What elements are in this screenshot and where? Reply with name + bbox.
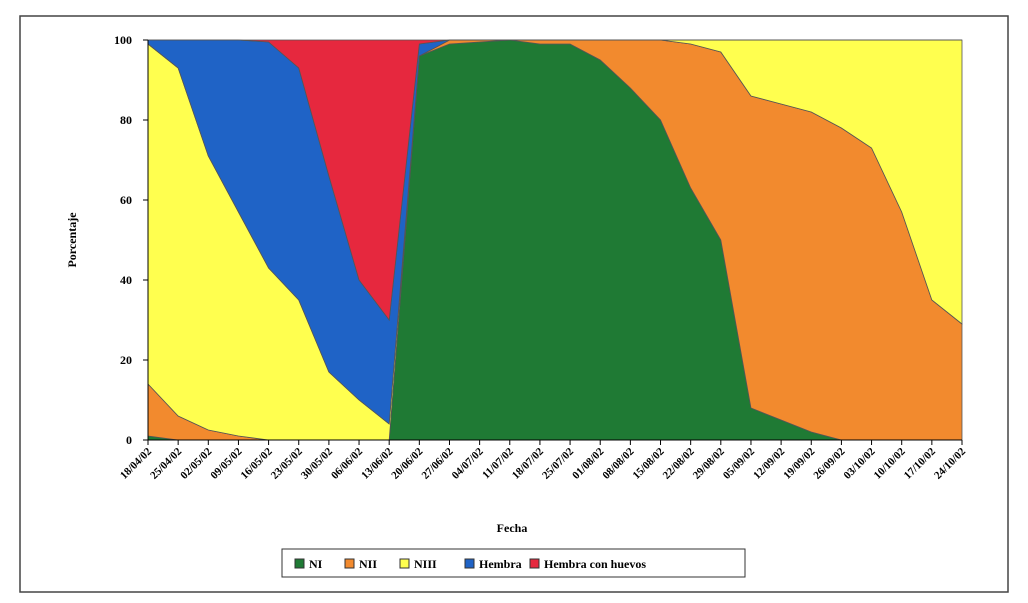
x-tick-label: 23/05/02 [269,445,305,481]
x-tick-label: 20/06/02 [389,445,425,481]
legend-swatch [529,558,540,569]
chart-border [19,15,1009,593]
x-tick-label: 05/09/02 [721,445,757,481]
y-tick-label: 80 [120,113,132,127]
x-tick-label: 06/06/02 [329,445,365,481]
x-tick-label: 11/07/02 [480,445,516,481]
area [148,39,962,322]
x-tick-label: 24/10/02 [932,445,968,481]
x-tick-label: 17/10/02 [902,445,938,481]
x-tick-label: 01/08/02 [570,445,606,481]
y-tick-label: 0 [126,433,132,447]
x-tick-label: 18/04/02 [118,445,154,481]
x-tick-label: 25/07/02 [540,445,576,481]
x-tick-label: 10/10/02 [872,445,908,481]
legend-label: Hembra con huevos [544,557,646,571]
legend [281,548,746,578]
legend-label: NII [359,557,377,571]
y-tick-label: 60 [120,193,132,207]
x-tick-label: 04/07/02 [450,445,486,481]
x-tick-label: 03/10/02 [842,445,878,481]
x-tick-label: 22/08/02 [661,445,697,481]
x-tick-label: 13/06/02 [359,445,395,481]
legend-label: NIII [414,557,437,571]
x-tick-label: 26/09/02 [811,445,847,481]
x-tick-label: 12/09/02 [751,445,787,481]
x-tick-label: 19/09/02 [781,445,817,481]
y-tick-label: 100 [114,33,132,47]
x-tick-label: 18/07/02 [510,445,546,481]
legend-swatch [464,558,475,569]
y-tick-label: 20 [120,353,132,367]
x-tick-label: 25/04/02 [148,445,184,481]
x-tick-label: 08/08/02 [600,445,636,481]
y-axis-title: Porcentaje [65,212,79,268]
x-tick-label: 30/05/02 [299,445,335,481]
x-tick-label: 16/05/02 [239,445,275,481]
legend-swatch [399,558,410,569]
legend-label: Hembra [479,557,522,571]
x-tick-label: 15/08/02 [630,445,666,481]
x-tick-label: 02/05/02 [178,445,214,481]
y-tick-label: 40 [120,273,132,287]
x-tick-label: 09/05/02 [208,445,244,481]
x-axis-title: Fecha [497,521,528,535]
legend-swatch [344,558,355,569]
x-tick-label: 29/08/02 [691,445,727,481]
x-tick-label: 27/06/02 [419,445,455,481]
legend-swatch [294,558,305,569]
legend-label: NI [309,557,323,571]
